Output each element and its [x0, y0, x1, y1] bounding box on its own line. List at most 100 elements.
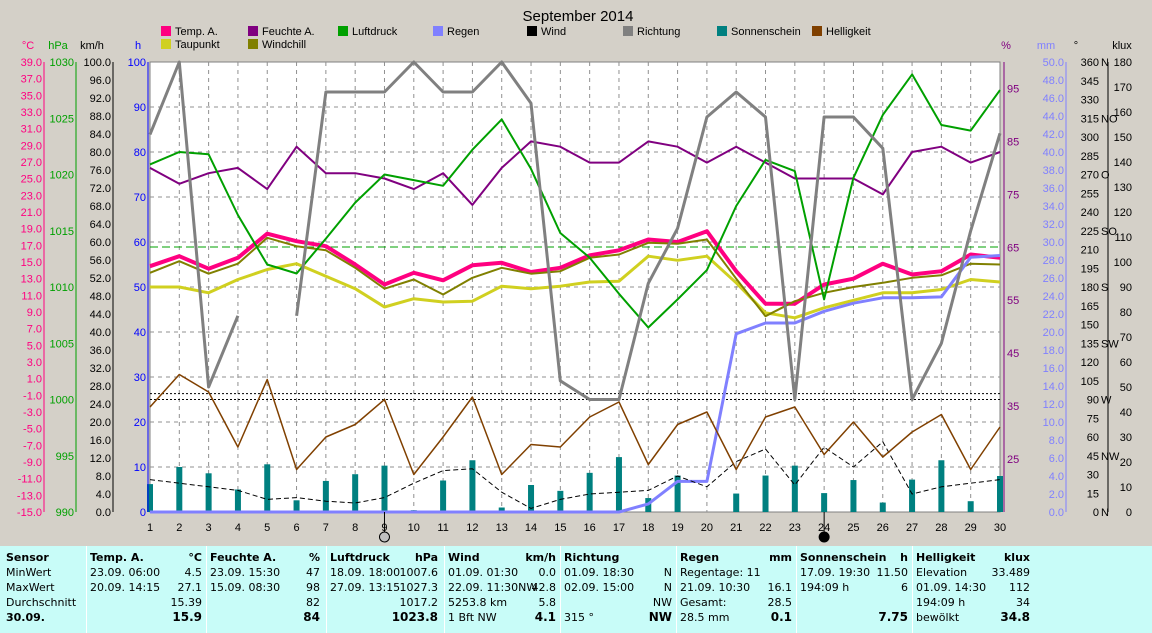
sunshine-bar [205, 473, 212, 512]
stats-separator [86, 546, 87, 633]
compass-label: S [1101, 282, 1108, 294]
stats-column-unit: km/h [525, 551, 556, 564]
stats-column: Helligkeit klux Elevation 33.489 01.09. 14:3… [916, 550, 1030, 625]
x-tick-label: 18 [642, 522, 654, 534]
y-tick-label: 42.0 [1043, 129, 1064, 141]
y-tick-label: 72.0 [90, 183, 111, 195]
y-tick-label: 40 [1120, 407, 1132, 419]
stats-cell: 18.09. 18:00 1007.6 [330, 565, 438, 580]
axis-unit-label: mm [1037, 40, 1055, 52]
stats-cell-label: 01.09. 01:30 [448, 566, 519, 579]
axis-unit-label: % [1001, 40, 1011, 52]
legend-label: Wind [541, 26, 566, 38]
stats-cell-value: 33.489 [991, 566, 1031, 579]
y-tick-label: 17.0 [21, 240, 42, 252]
stats-cell-value: 1017.2 [399, 596, 439, 609]
y-tick-label: 360 [1081, 57, 1099, 69]
compass-label: O [1101, 170, 1110, 182]
y-tick-label: 20 [1120, 457, 1132, 469]
stats-column-title: Feuchte A. [210, 551, 277, 564]
sunshine-bar [586, 472, 593, 512]
y-tick-label: 21.0 [21, 207, 42, 219]
stats-cell-label: Regentage: 11 [680, 566, 761, 579]
sunshine-bar [176, 467, 183, 512]
y-tick-label: 30 [134, 372, 146, 384]
stats-cell-value: 34.8 [1000, 610, 1030, 624]
y-tick-label: 90 [1120, 282, 1132, 294]
legend: Temp. A.Taupunkt Feuchte A.Windchill Luftd… [161, 26, 871, 51]
stats-cell-label: 194:09 h [916, 596, 966, 609]
y-tick-label: 50.0 [1043, 57, 1064, 69]
y-tick-label: 45 [1087, 451, 1099, 463]
stats-column-title: Regen [680, 551, 720, 564]
stats-column-header: Temp. A. °C [90, 550, 202, 565]
plot-area [147, 60, 1003, 543]
y-tick-label: 95 [1007, 83, 1019, 95]
legend-swatch [248, 39, 258, 49]
legend-label: Regen [447, 26, 479, 38]
y-tick-label: 60 [1120, 357, 1132, 369]
stats-column-unit: % [308, 551, 320, 564]
y-tick-label: 70 [1120, 332, 1132, 344]
y-tick-label: 38.0 [1043, 165, 1064, 177]
sunshine-bar [791, 465, 798, 512]
y-tick-label: 55 [1007, 295, 1019, 307]
x-tick-label: 6 [293, 522, 299, 534]
stats-cell-label: 20.09. 14:15 [90, 581, 161, 594]
y-tick-label: 45 [1007, 348, 1019, 360]
stats-row-label: 30.09. [6, 611, 45, 624]
stats-column-unit: h [900, 551, 908, 564]
stats-cell-label: 01.09. 18:30 [564, 566, 635, 579]
y-tick-label: 0 [1093, 507, 1099, 519]
x-tick-label: 5 [264, 522, 270, 534]
stats-cell-value: 82 [306, 596, 320, 609]
x-tick-label: 4 [235, 522, 241, 534]
stats-separator [444, 546, 445, 633]
stats-cell: 84 [210, 610, 320, 625]
stats-row-label: MinWert [6, 566, 52, 579]
stats-cell-value: 98 [306, 581, 320, 594]
y-tick-label: 30 [1087, 470, 1099, 482]
y-tick-label: 48.0 [90, 291, 111, 303]
sunshine-bar [997, 476, 1003, 512]
y-tick-label: 26.0 [1043, 273, 1064, 285]
sunshine-bar [821, 493, 828, 512]
y-tick-label: 105 [1081, 376, 1099, 388]
stats-cell-label: Elevation [916, 566, 968, 579]
y-tick-label: 36.0 [90, 345, 111, 357]
axis-unit-label: ° [1074, 40, 1078, 52]
y-tick-label: 8.0 [96, 471, 111, 483]
stats-cell: 1 Bft NW 4.1 [448, 610, 556, 625]
sunshine-bar [528, 485, 535, 512]
y-tick-label: 27.0 [21, 157, 42, 169]
stats-cell-value: 7.75 [878, 610, 908, 624]
y-tick-label: 0.0 [1049, 507, 1064, 519]
y-tick-label: 4.0 [96, 489, 111, 501]
x-tick-label: 27 [906, 522, 918, 534]
stats-separator [326, 546, 327, 633]
y-tick-label: 24.0 [1043, 291, 1064, 303]
y-tick-label: 88.0 [90, 111, 111, 123]
sunshine-bar [381, 465, 388, 512]
stats-cell-label: 21.09. 10:30 [680, 581, 751, 594]
y-tick-label: 270 [1081, 170, 1099, 182]
y-tick-label: 16.0 [90, 435, 111, 447]
y-tick-label: 7.0 [27, 324, 42, 336]
stats-row-label: Durchschnitt [6, 596, 77, 609]
stats-cell: Elevation 33.489 [916, 565, 1030, 580]
y-tick-label: 120 [1114, 207, 1132, 219]
legend-label: Helligkeit [826, 26, 871, 38]
y-tick-label: 120 [1081, 357, 1099, 369]
y-tick-label: 23.0 [21, 190, 42, 202]
y-tick-label: 110 [1114, 232, 1132, 244]
stats-cell-value: 28.5 [767, 596, 793, 609]
y-tick-label: 85 [1007, 136, 1019, 148]
stats-cell-label: 23.09. 06:00 [90, 566, 161, 579]
stats-cell-value: 16.1 [767, 581, 793, 594]
y-tick-label: -5.0 [23, 424, 42, 436]
statistics-table: Sensor MinWert MaxWert Durchschnitt 30.09. Te… [0, 546, 1152, 633]
y-tick-label: 1.0 [27, 374, 42, 386]
series-line [149, 73, 1001, 329]
x-tick-label: 28 [935, 522, 947, 534]
stats-column: Luftdruck hPa 18.09. 18:00 1007.6 27.09. 13:… [330, 550, 438, 625]
